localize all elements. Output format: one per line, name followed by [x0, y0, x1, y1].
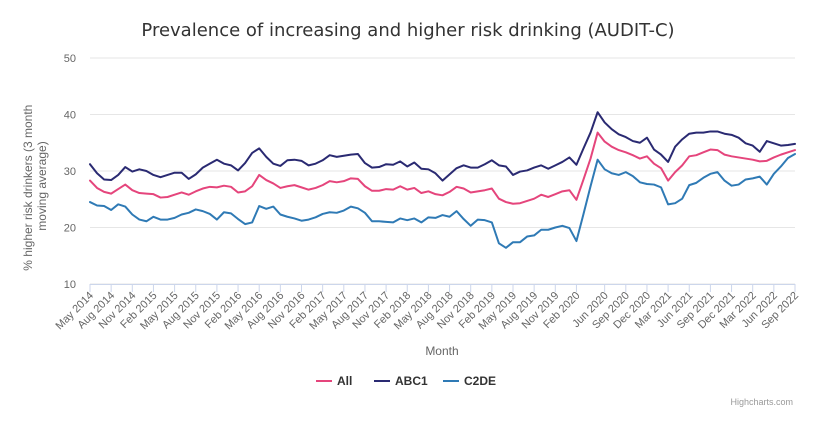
series-line-abc1[interactable] [89, 111, 796, 182]
y-axis-title-line-2: moving average) [35, 141, 49, 230]
chart-title: Prevalence of increasing and higher risk… [141, 20, 674, 41]
series-line-all[interactable] [89, 131, 796, 205]
y-tick-label: 30 [64, 166, 76, 178]
y-tick-label: 40 [64, 110, 76, 122]
y-axis-title-line-1: % higher risk drinkers (3 month [21, 105, 35, 271]
series-line-c2de[interactable] [89, 153, 796, 249]
legend-label: C2DE [464, 374, 496, 388]
legend-label: All [337, 374, 352, 388]
legend: All ABC1 C2DE [316, 374, 496, 388]
y-axis-ticks: 10 20 30 40 50 [64, 53, 76, 291]
y-tick-label: 50 [64, 53, 76, 65]
legend-item-abc1[interactable]: ABC1 [374, 374, 428, 388]
x-axis-title: Month [425, 344, 458, 358]
y-tick-label: 10 [64, 279, 76, 291]
y-axis-title: % higher risk drinkers (3 month moving a… [21, 101, 49, 270]
legend-label: ABC1 [395, 374, 428, 388]
legend-item-all[interactable]: All [316, 374, 352, 388]
credits-label[interactable]: Highcharts.com [730, 397, 793, 407]
y-tick-label: 20 [64, 223, 76, 235]
series-lines [89, 111, 796, 249]
legend-item-c2de[interactable]: C2DE [443, 374, 496, 388]
